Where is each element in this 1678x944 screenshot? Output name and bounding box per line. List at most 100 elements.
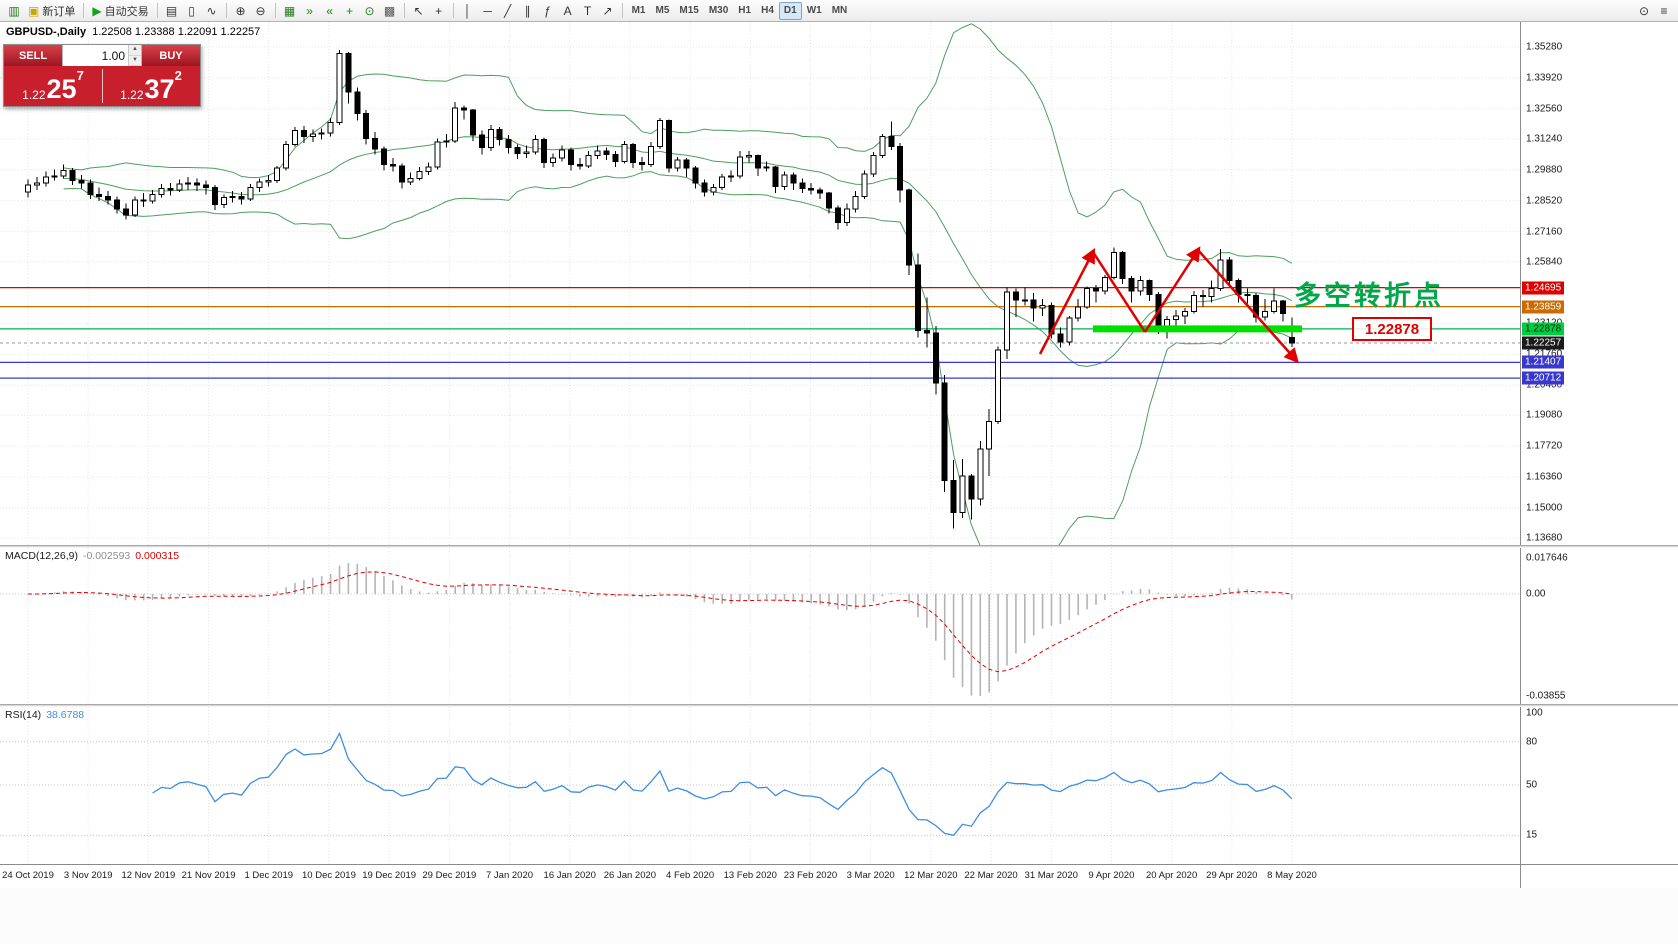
- buy-price[interactable]: 1.22 37 2: [102, 66, 200, 106]
- candle-body: [612, 154, 619, 162]
- candle-body: [194, 182, 201, 186]
- candle-body: [995, 349, 1002, 423]
- candle-body: [665, 119, 672, 169]
- buy-price-prefix: 1.22: [120, 88, 144, 102]
- candle-body: [1101, 276, 1108, 292]
- trade-widget-top-row: SELL ▲ ▼ BUY: [4, 45, 200, 66]
- candle-body: [1288, 336, 1295, 344]
- candle-body: [470, 109, 476, 136]
- channel-icon[interactable]: ∥: [518, 2, 538, 20]
- zoom-out-icon[interactable]: ⊖: [251, 2, 271, 20]
- candle-body: [96, 193, 103, 198]
- tf-m15[interactable]: M15: [674, 2, 703, 20]
- rsi-plot[interactable]: [0, 707, 1520, 864]
- macd-axis[interactable]: 0.017646 0.00 -0.03855: [1520, 548, 1678, 704]
- tile-windows-icon[interactable]: ▦: [280, 2, 300, 20]
- tf-m1[interactable]: M1: [627, 2, 651, 20]
- candle-body: [977, 448, 984, 500]
- candle-body: [487, 129, 494, 149]
- label-icon[interactable]: T: [578, 2, 598, 20]
- time-axis-label: 4 Feb 2020: [666, 870, 715, 881]
- candlestick-chart-icon[interactable]: ▯: [182, 2, 202, 20]
- candle-body: [247, 186, 254, 200]
- rsi-axis-label: 50: [1526, 779, 1538, 791]
- line-chart-icon[interactable]: ∿: [202, 2, 222, 20]
- menu-icon[interactable]: ≡: [1654, 2, 1674, 20]
- new-order-button-label: 新订单: [42, 5, 76, 18]
- candle-body: [843, 208, 850, 224]
- candles: [25, 49, 1295, 529]
- templates-icon[interactable]: ▩: [380, 2, 400, 20]
- sell-button[interactable]: SELL: [4, 45, 62, 66]
- tf-d1[interactable]: D1: [778, 1, 802, 20]
- auto-scroll-icon[interactable]: »: [300, 2, 320, 20]
- candle-body: [425, 166, 432, 173]
- volume-up-button[interactable]: ▲: [129, 45, 141, 56]
- sell-price[interactable]: 1.22 25 7: [4, 66, 102, 106]
- autotrade-button[interactable]: ▶ 自动交易: [88, 2, 152, 20]
- rsi-axis[interactable]: 100 80 50 15: [1520, 707, 1678, 864]
- tf-h1[interactable]: H1: [733, 2, 756, 20]
- arrows-icon[interactable]: ↗: [598, 2, 618, 20]
- candle-body: [674, 159, 681, 169]
- macd-plot[interactable]: [0, 548, 1520, 704]
- time-axis[interactable]: 24 Oct 2019 3 Nov 2019 12 Nov 2019 21 Nov 2…: [0, 864, 1678, 888]
- tf-m5[interactable]: M5: [650, 2, 674, 20]
- toolbar-separator: [621, 3, 623, 18]
- rsi-label: RSI(14) 38.6788: [5, 709, 84, 721]
- rsi-name: RSI(14): [5, 709, 42, 721]
- tf-h4[interactable]: H4: [756, 2, 779, 20]
- price-tag: 1.24695: [1522, 281, 1565, 295]
- candle-body: [1110, 251, 1117, 278]
- candle-body: [1066, 317, 1073, 343]
- volume-input[interactable]: [63, 45, 128, 66]
- periods-icon[interactable]: ⊙: [360, 2, 380, 20]
- candle-body: [1199, 294, 1206, 298]
- trendline-icon[interactable]: ╱: [498, 2, 518, 20]
- candle-body: [1093, 288, 1099, 292]
- tf-d1-label: D1: [783, 5, 797, 16]
- buy-button[interactable]: BUY: [142, 45, 200, 66]
- price-tag: 1.21407: [1522, 355, 1565, 369]
- candle-body: [1004, 291, 1010, 351]
- candle-body: [345, 52, 352, 93]
- fibonacci-icon[interactable]: ƒ: [538, 2, 558, 20]
- auto-scroll-icon-glyph: »: [306, 3, 313, 18]
- text-icon[interactable]: A: [558, 2, 578, 20]
- candle-body: [656, 119, 663, 148]
- new-chart-icon[interactable]: ▥: [4, 2, 24, 20]
- vertical-line-icon[interactable]: │: [458, 2, 478, 20]
- candle-body: [932, 332, 939, 384]
- buy-price-sup: 2: [174, 68, 182, 83]
- rsi-axis-label: 80: [1526, 736, 1538, 748]
- tf-m30[interactable]: M30: [704, 2, 733, 20]
- price-axis-label: 1.16360: [1526, 471, 1563, 483]
- chart-ohlc-values: 1.22508 1.23388 1.22091 1.22257: [92, 26, 261, 38]
- panel-splitter[interactable]: [0, 545, 1678, 548]
- tf-w1[interactable]: W1: [802, 2, 827, 20]
- candle-body: [1084, 288, 1091, 308]
- price-axis[interactable]: 1.35280 1.33920 1.32560 1.31240 1.29880 1.285…: [1520, 22, 1678, 545]
- rsi-axis-label: 100: [1526, 707, 1543, 719]
- candle-body: [959, 475, 966, 514]
- candle-body: [78, 180, 85, 184]
- trend-arrow-segment: [1197, 249, 1299, 364]
- cursor-icon[interactable]: ↖: [409, 2, 429, 20]
- bar-chart-icon[interactable]: ▤: [162, 2, 182, 20]
- crosshair-icon[interactable]: +: [429, 2, 449, 20]
- candle-body: [719, 176, 726, 188]
- macd-value-signal: 0.000315: [135, 550, 180, 562]
- zoom-in-icon[interactable]: ⊕: [231, 2, 251, 20]
- new-order-button[interactable]: ▣ 新订单: [24, 2, 79, 20]
- main-plot[interactable]: [0, 22, 1520, 545]
- horizontal-line-icon[interactable]: ─: [478, 2, 498, 20]
- indicators-icon[interactable]: +: [340, 2, 360, 20]
- search-icon[interactable]: ⊙: [1634, 2, 1654, 20]
- chart-shift-icon[interactable]: «: [320, 2, 340, 20]
- panel-splitter[interactable]: [0, 704, 1678, 707]
- candle-body: [407, 177, 414, 183]
- tf-mn[interactable]: MN: [827, 2, 853, 20]
- volume-down-button[interactable]: ▼: [129, 55, 141, 66]
- candle-body: [131, 199, 138, 216]
